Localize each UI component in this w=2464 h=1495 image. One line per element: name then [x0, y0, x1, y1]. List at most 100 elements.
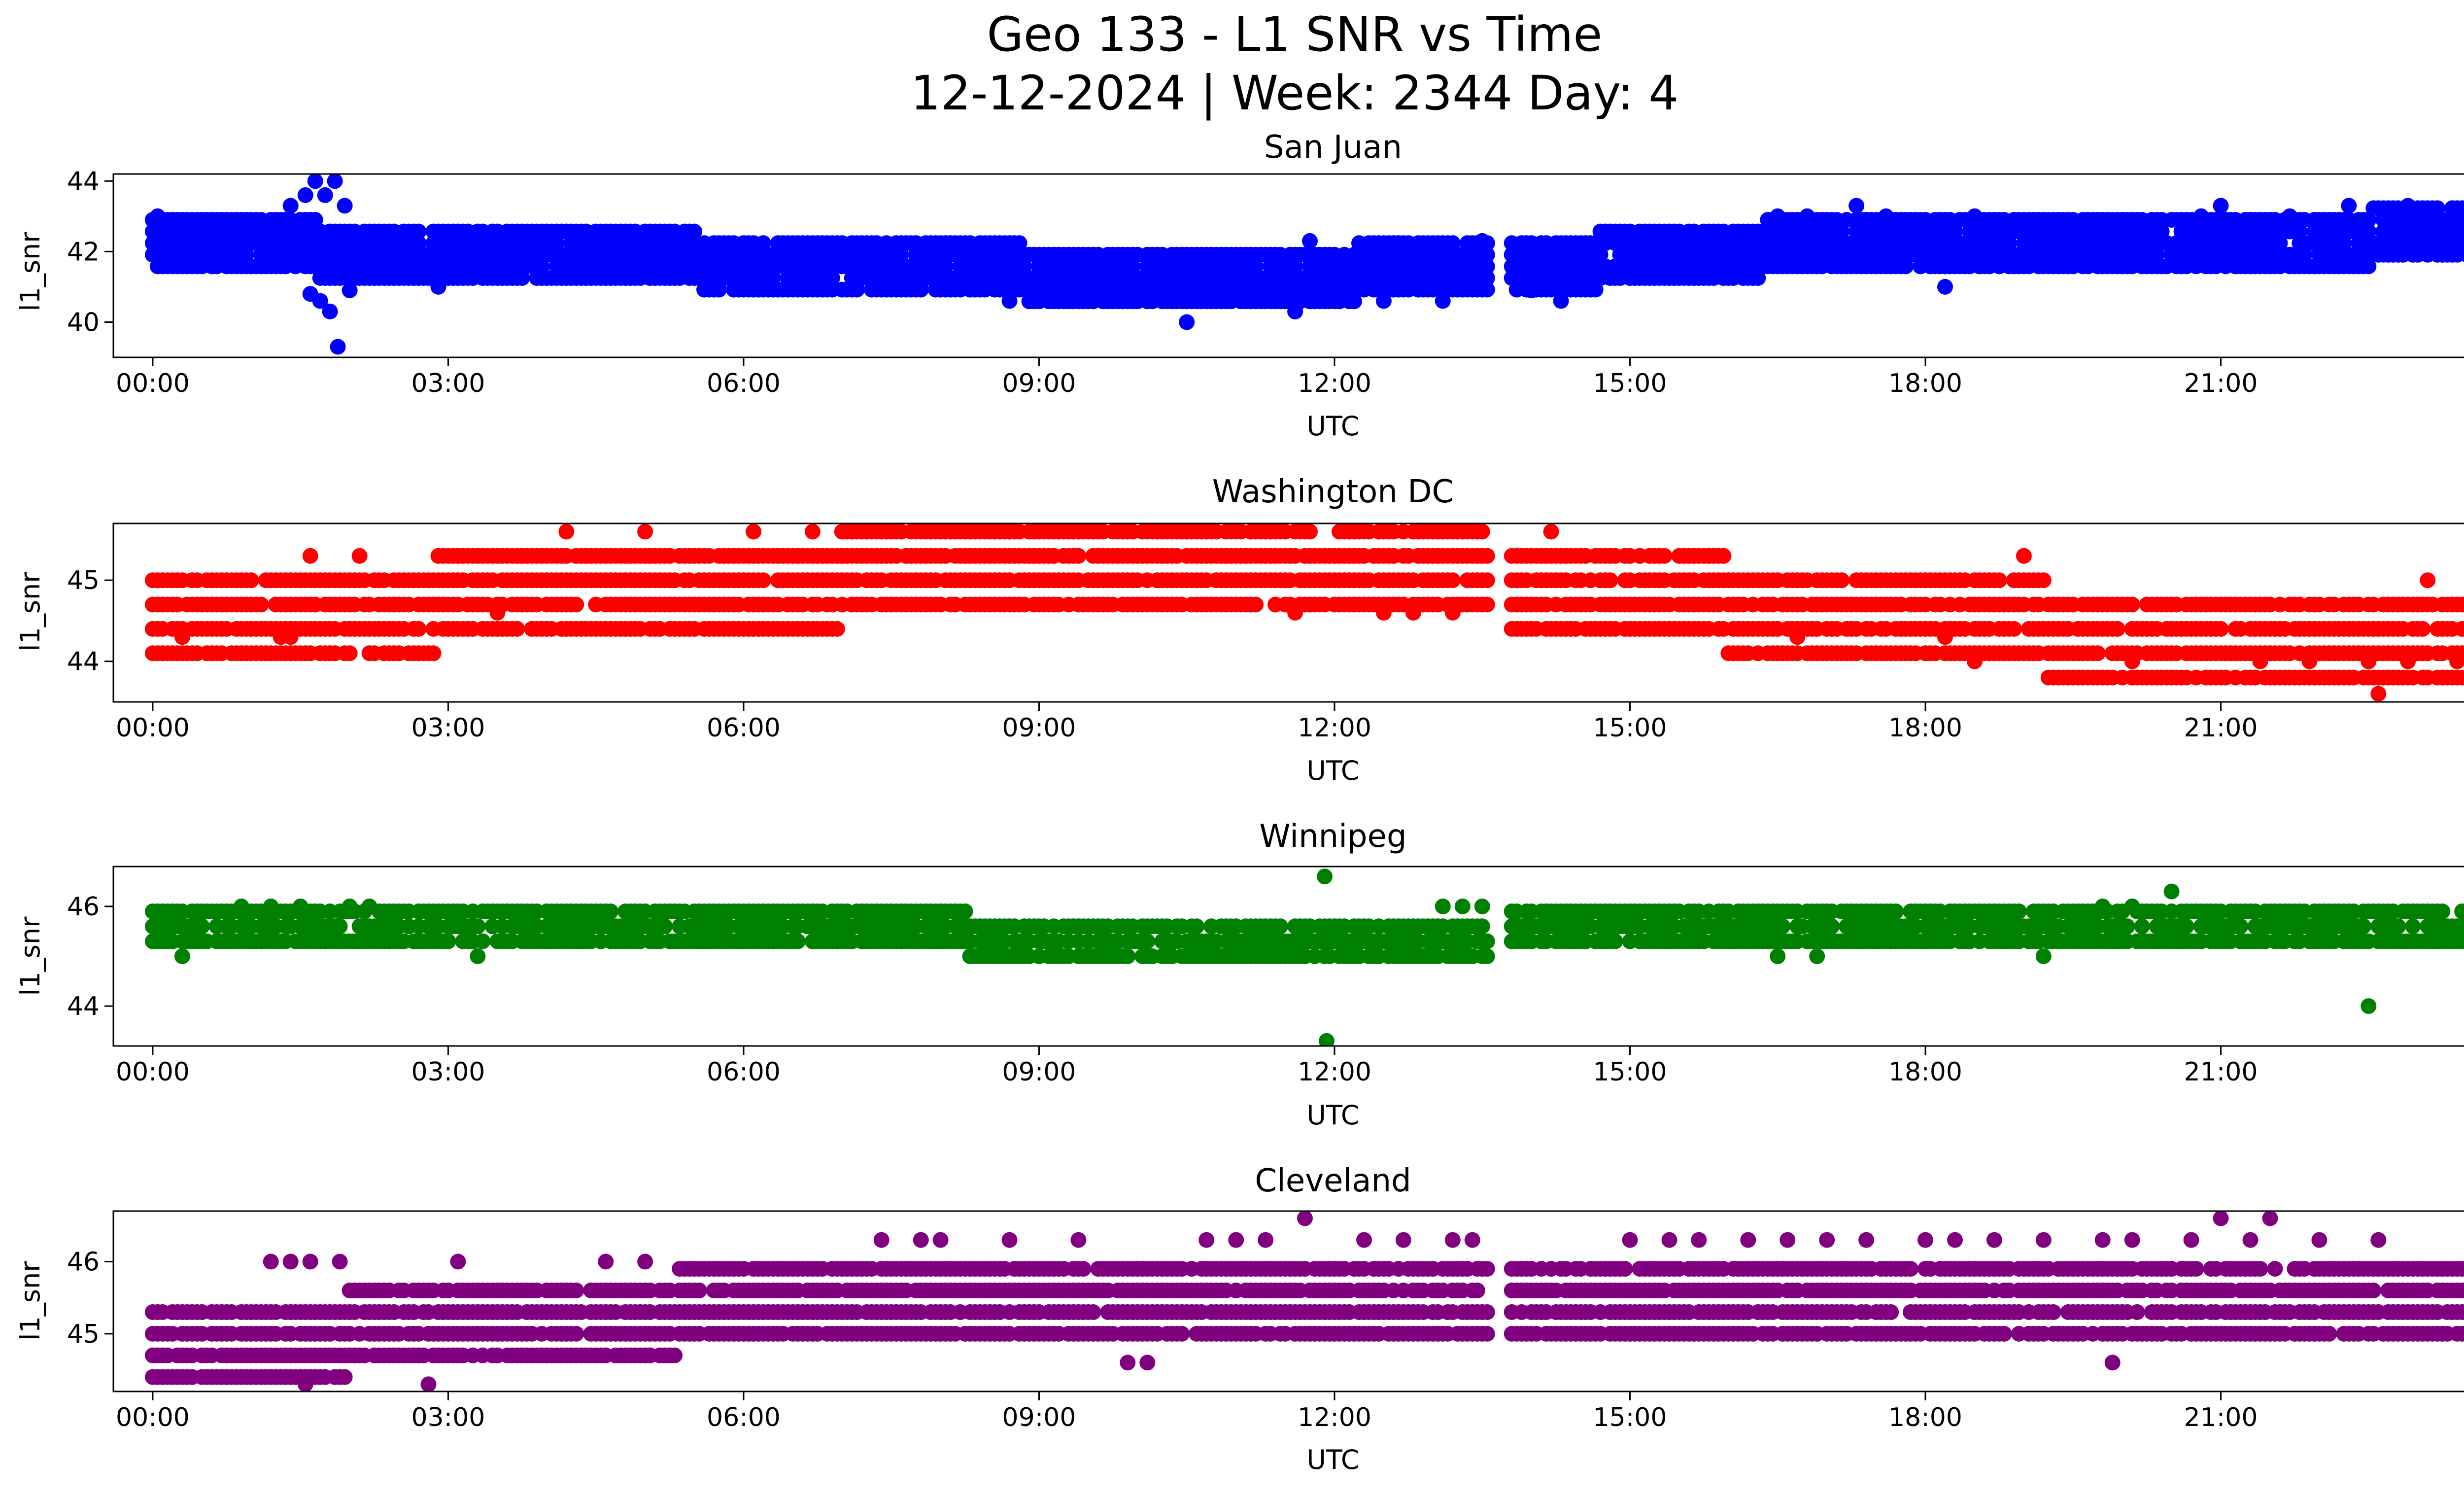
panel-winnipeg: Winnipeg UTC l1_snr 00:00 03:00 06:00 09:00…	[15, 818, 2464, 1131]
data-point	[1248, 596, 1264, 613]
data-point-outlier	[1967, 208, 1983, 224]
x-axis-label: UTC	[1306, 1100, 1359, 1131]
data-point-outlier	[322, 304, 338, 319]
data-point-outlier	[489, 605, 506, 621]
panel-title: Winnipeg	[1259, 818, 1406, 855]
data-point	[1479, 246, 1495, 263]
x-tick-label: 21:00	[2184, 713, 2258, 743]
data-points	[144, 869, 2464, 1046]
data-point-outlier	[1878, 208, 1894, 224]
data-point-outlier	[2124, 653, 2140, 669]
data-point-outlier	[1267, 293, 1284, 309]
data-point-outlier	[1375, 605, 1392, 621]
data-point-outlier	[430, 278, 446, 295]
data-point-outlier	[351, 548, 368, 564]
data-point-outlier	[307, 174, 323, 189]
data-point-outlier	[1967, 653, 1983, 669]
data-point	[425, 645, 442, 661]
data-point	[1479, 948, 1495, 964]
data-point-outlier	[1218, 293, 1234, 309]
data-point-outlier	[342, 282, 358, 299]
data-point	[440, 933, 456, 949]
y-axis-label: l1_snr	[15, 572, 46, 652]
data-point	[1479, 596, 1495, 613]
data-point-outlier	[804, 523, 821, 540]
x-tick-label: 18:00	[1888, 713, 1962, 743]
data-point-outlier	[2193, 208, 2209, 224]
data-point-outlier	[1848, 198, 1865, 214]
data-point	[1602, 572, 1618, 589]
data-point	[1479, 270, 1495, 286]
data-point-outlier	[327, 174, 343, 189]
data-point	[2011, 904, 2027, 919]
data-point	[475, 933, 491, 949]
data-point	[243, 572, 259, 589]
data-point	[2119, 918, 2135, 935]
data-point-outlier	[302, 548, 318, 564]
data-point	[470, 918, 486, 935]
data-point-outlier	[2301, 653, 2318, 669]
x-tick-label: 00:00	[116, 369, 190, 398]
data-point-outlier	[1474, 233, 1490, 249]
x-tick-label: 12:00	[1298, 369, 1371, 398]
data-point	[1474, 523, 1490, 540]
data-point	[1139, 933, 1156, 949]
data-point-outlier	[2459, 209, 2464, 224]
data-point	[1479, 572, 1495, 589]
data-point-outlier	[174, 629, 190, 645]
data-point	[1120, 948, 1136, 964]
data-point-outlier	[2400, 198, 2416, 214]
y-tick-label: 45	[67, 566, 100, 595]
data-point	[411, 621, 427, 637]
data-point-outlier	[1937, 278, 1953, 295]
y-tick-label: 42	[67, 237, 100, 267]
x-axis-label: UTC	[1306, 411, 1359, 442]
data-point	[1189, 918, 1205, 935]
y-axis-label: l1_snr	[15, 232, 46, 312]
data-point-outlier	[1543, 523, 1559, 540]
x-tick-label: 09:00	[1002, 713, 1076, 743]
data-point-outlier	[2370, 686, 2387, 702]
data-point	[342, 645, 358, 661]
data-point-outlier	[149, 208, 166, 224]
x-tick-label: 09:00	[1002, 369, 1076, 398]
data-point	[789, 933, 806, 949]
data-point-outlier	[174, 254, 190, 270]
data-point-outlier	[1001, 293, 1018, 309]
data-point	[2134, 918, 2150, 935]
data-point	[2459, 247, 2464, 262]
data-point-outlier	[2449, 653, 2464, 669]
data-point	[1302, 523, 1318, 540]
data-point-outlier	[1799, 208, 1815, 224]
data-point	[1834, 572, 1850, 589]
data-point	[1991, 572, 2007, 589]
x-tick-label: 12:00	[1298, 713, 1371, 743]
data-point	[1479, 258, 1495, 275]
data-point	[253, 596, 269, 613]
data-point-outlier	[1435, 293, 1451, 309]
panel-san-juan: San Juan UTC l1_snr 00:00 03:00 06:00 09:00…	[15, 129, 2464, 442]
data-point-outlier	[746, 523, 761, 540]
data-point-outlier	[1405, 605, 1421, 621]
data-point-outlier	[1375, 293, 1392, 309]
data-point-outlier	[2400, 653, 2416, 669]
data-point-outlier	[1001, 523, 1018, 540]
data-point	[657, 918, 673, 935]
data-point-outlier	[1179, 314, 1195, 330]
data-point	[411, 223, 427, 240]
figure-title-line2: 12-12-2024 | Week: 2344 Day: 4	[911, 66, 1679, 121]
data-point	[755, 572, 771, 589]
x-tick-label: 06:00	[707, 713, 781, 743]
figure-title-line1: Geo 133 - L1 SNR vs Time	[987, 7, 1603, 62]
x-tick-label: 15:00	[1593, 369, 1667, 398]
data-point-outlier	[282, 198, 299, 214]
data-point	[509, 621, 525, 637]
data-point	[2006, 621, 2022, 637]
data-point	[1479, 933, 1495, 949]
data-point-outlier	[962, 523, 978, 540]
data-point	[2089, 645, 2106, 661]
data-point	[1444, 572, 1461, 589]
x-tick-label: 18:00	[1888, 369, 1962, 398]
data-point	[1070, 548, 1087, 564]
data-point	[2124, 596, 2140, 613]
